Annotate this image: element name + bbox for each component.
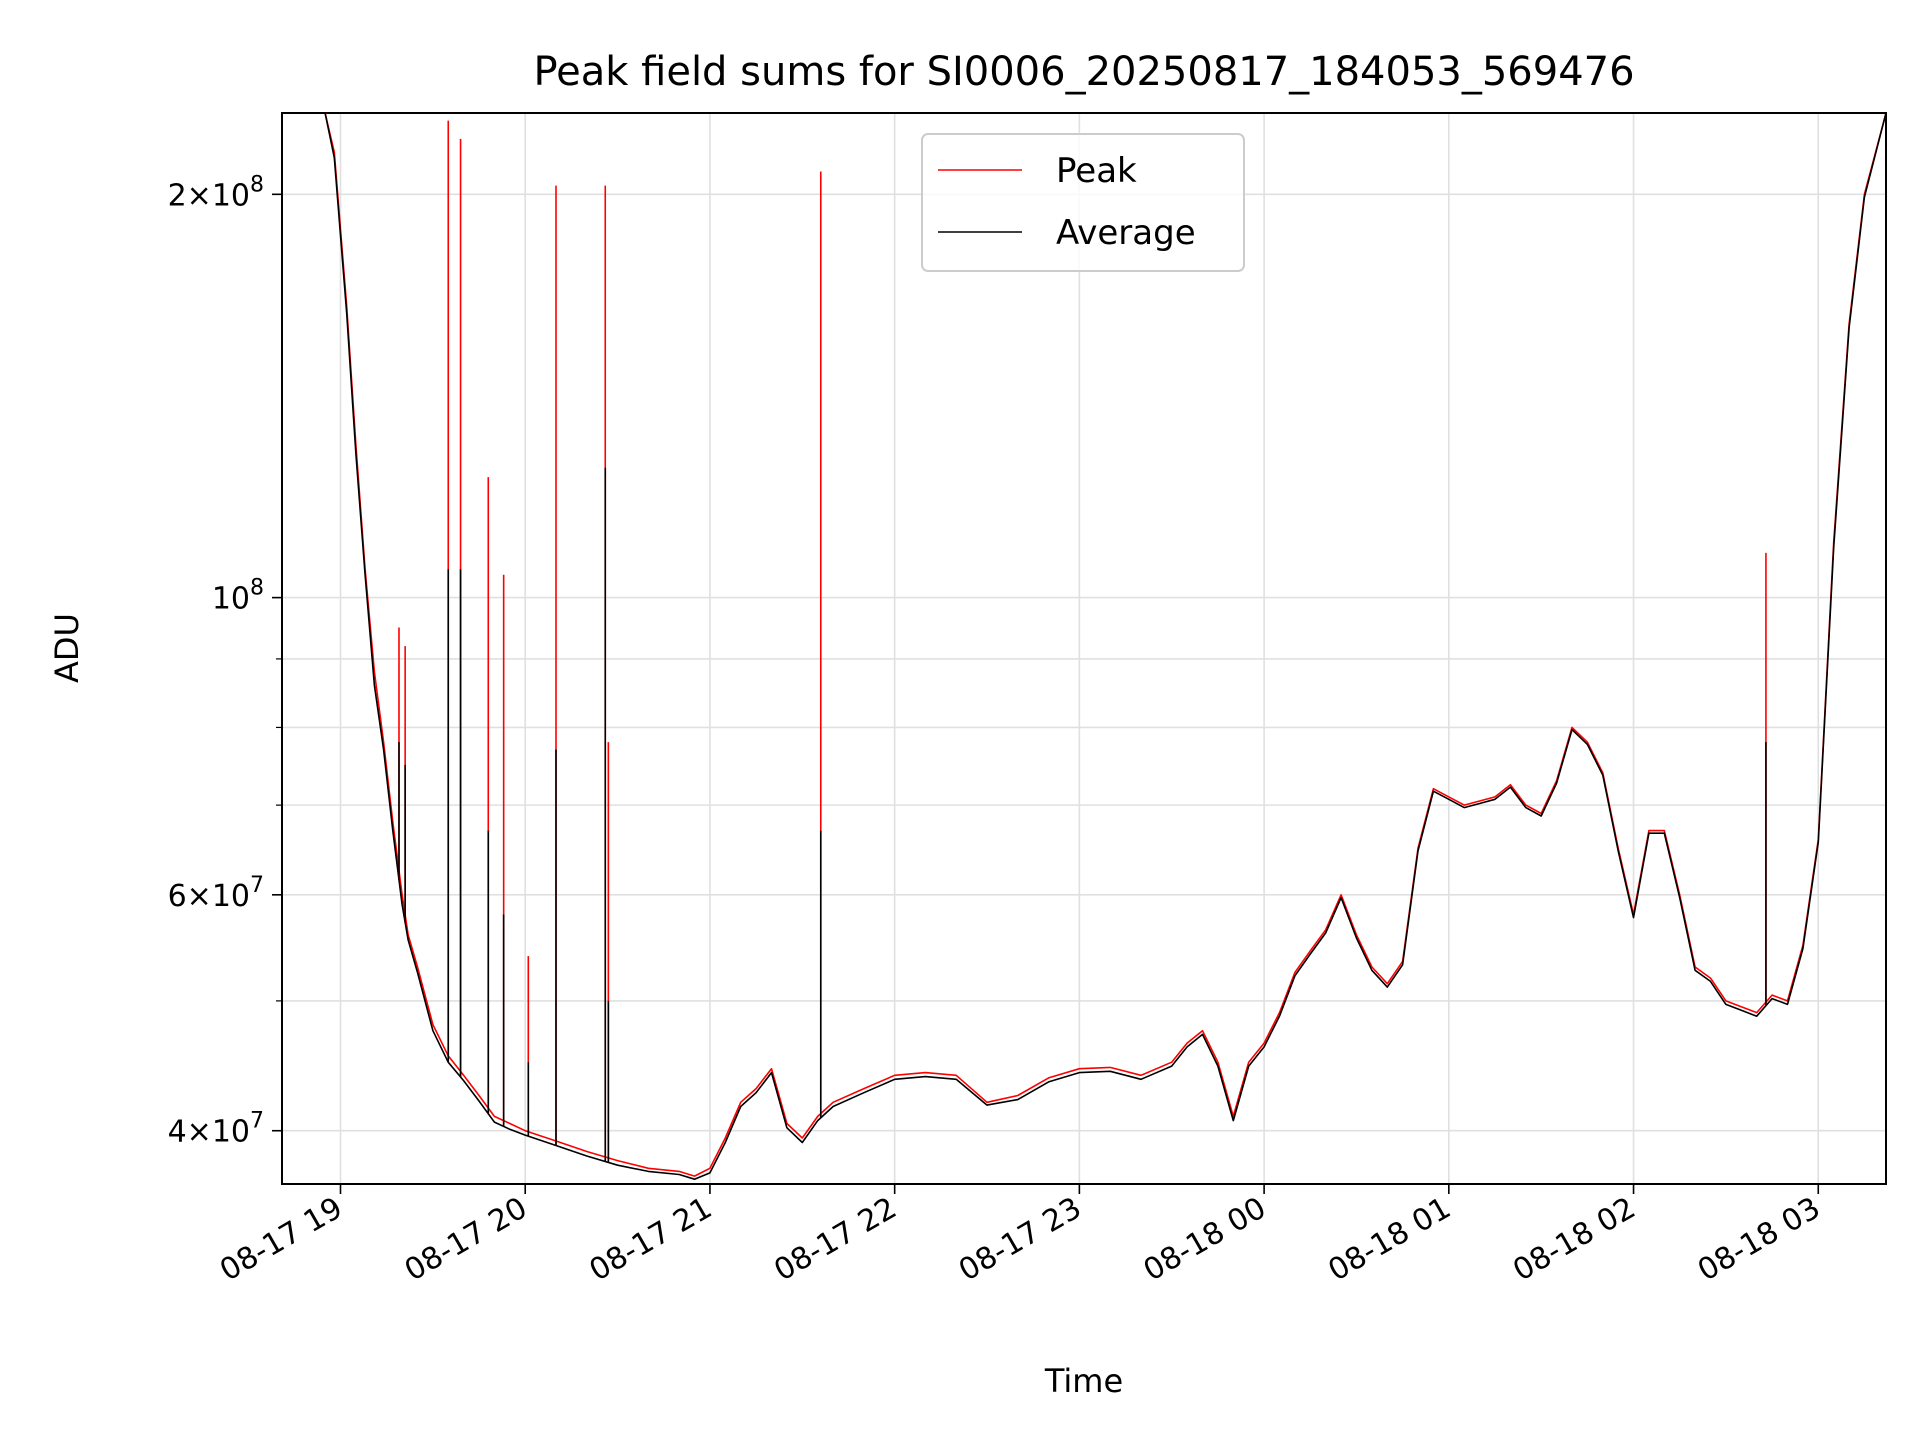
series-layer [282, 113, 1886, 1180]
grid [282, 113, 1886, 1184]
legend: Peak Average [921, 133, 1245, 272]
series-line-peak [282, 113, 1886, 1177]
y-tick-label: 2×108 [168, 172, 264, 213]
y-axis-label: ADU [48, 613, 86, 683]
series-line-average [282, 113, 1886, 1180]
legend-label-average: Average [1056, 213, 1196, 253]
plot-frame [281, 112, 1887, 1185]
y-tick-label: 108 [212, 576, 264, 617]
x-axis-label: Time [1044, 1362, 1123, 1400]
legend-frame [921, 133, 1245, 272]
y-tick-label: 6×107 [168, 873, 264, 914]
legend-label-peak: Peak [1056, 151, 1137, 191]
y-tick-label: 4×107 [168, 1109, 264, 1150]
chart-title: Peak field sums for SI0006_20250817_1840… [533, 49, 1634, 95]
